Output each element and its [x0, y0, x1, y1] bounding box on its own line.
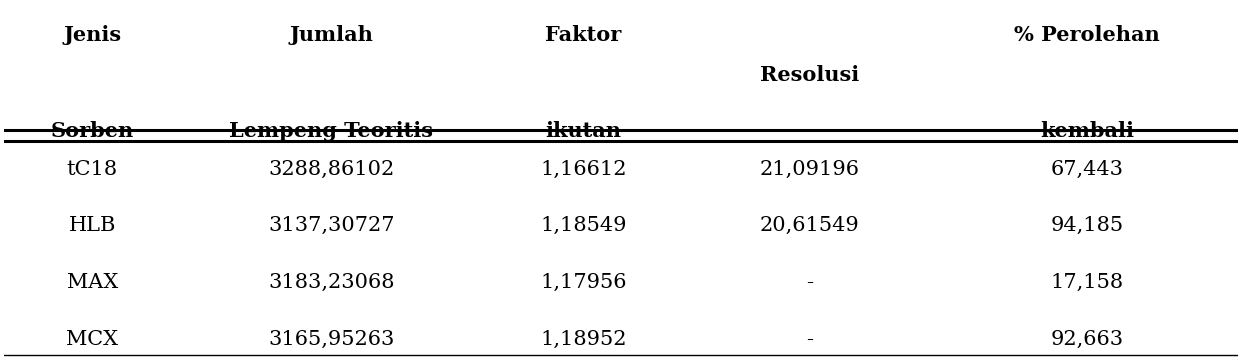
Text: 17,158: 17,158 [1051, 273, 1123, 292]
Text: 1,16612: 1,16612 [540, 160, 626, 179]
Text: MAX: MAX [67, 273, 118, 292]
Text: 20,61549: 20,61549 [760, 216, 859, 235]
Text: -: - [806, 330, 814, 349]
Text: ikutan: ikutan [545, 121, 621, 141]
Text: 3137,30727: 3137,30727 [268, 216, 395, 235]
Text: tC18: tC18 [67, 160, 118, 179]
Text: Sorben: Sorben [51, 121, 134, 141]
Text: Resolusi: Resolusi [760, 65, 859, 85]
Text: kembali: kembali [1040, 121, 1134, 141]
Text: 21,09196: 21,09196 [760, 160, 859, 179]
Text: 67,443: 67,443 [1051, 160, 1123, 179]
Text: 3288,86102: 3288,86102 [268, 160, 395, 179]
Text: Jenis: Jenis [63, 25, 122, 45]
Text: -: - [806, 273, 814, 292]
Text: MCX: MCX [66, 330, 118, 349]
Text: 1,18549: 1,18549 [540, 216, 626, 235]
Text: 92,663: 92,663 [1051, 330, 1123, 349]
Text: HLB: HLB [68, 216, 116, 235]
Text: % Perolehan: % Perolehan [1013, 25, 1160, 45]
Text: Jumlah: Jumlah [289, 25, 374, 45]
Text: 94,185: 94,185 [1051, 216, 1123, 235]
Text: 1,17956: 1,17956 [540, 273, 626, 292]
Text: Lempeng Teoritis: Lempeng Teoritis [230, 121, 433, 141]
Text: Faktor: Faktor [545, 25, 621, 45]
Text: 1,18952: 1,18952 [540, 330, 626, 349]
Text: 3165,95263: 3165,95263 [268, 330, 395, 349]
Text: 3183,23068: 3183,23068 [268, 273, 395, 292]
